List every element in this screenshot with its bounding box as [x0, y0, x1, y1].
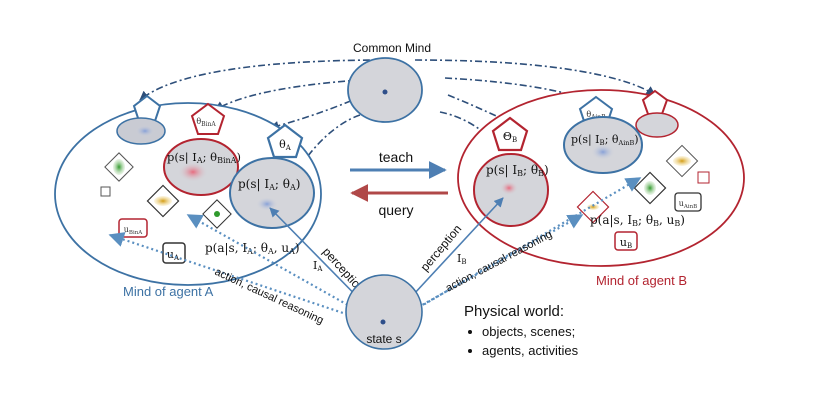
state-dot [380, 319, 386, 325]
p-s-a-text: p(s| IA; θA) [238, 177, 300, 192]
action-line-a-2 [108, 232, 377, 326]
physical-world-item-2: agents, activities [482, 343, 579, 358]
theta-b-label: ΘB [503, 130, 517, 144]
u-ainb-label: uAinB [679, 199, 697, 210]
theta-a-pentagon-icon [266, 123, 304, 159]
mind-a-main-ellipse [229, 157, 315, 229]
small-square-b-icon [697, 171, 710, 184]
mind-of-agent-b: ΘB θAinB p(s| IB; θAinB) p(s| IB; θB) uA… [457, 89, 745, 288]
physical-world-item-1: objects, scenes; [482, 324, 575, 339]
teach-label: teach [379, 149, 413, 165]
mind-a-bina-blob [178, 162, 208, 182]
u-b-label: uB [620, 236, 632, 250]
physical-world-title: Physical world: [464, 303, 564, 320]
i-b-label: IB [457, 252, 467, 266]
mind-b-label: Mind of agent B [596, 273, 687, 288]
link-common-to-b-1 [414, 59, 656, 96]
bullet-1 [468, 330, 472, 334]
physical-world: Physical world: objects, scenes; agents,… [464, 303, 579, 358]
green-dot-a [214, 211, 220, 217]
link-common-to-a-1 [139, 59, 386, 101]
state-node: state s [345, 274, 423, 350]
p-s-ainb-text: p(s| IB; θAinB) [571, 133, 639, 147]
p-a-b-text: p(a|s, IB; θB, uB) [590, 213, 685, 228]
p-s-bina-text: p(s| IA; θBinA) [167, 150, 241, 165]
u-bina-box [118, 218, 148, 238]
u-bina-label: uBinA [124, 225, 143, 236]
mind-b-small-ellipse [635, 112, 679, 138]
small-square-a-icon [100, 186, 111, 197]
link-common-to-b-4 [439, 111, 513, 169]
query-label: query [378, 202, 413, 218]
mind-a-main-blob [256, 197, 278, 211]
green-blob-b [644, 181, 656, 195]
theta-a-label: θA [279, 138, 292, 152]
theta-bina-pentagon-icon [190, 102, 226, 135]
theta-b-pentagon-icon [491, 116, 529, 152]
common-mind-dot [382, 89, 388, 95]
state-ellipse [345, 274, 423, 350]
mind-b-main-blob [500, 181, 518, 195]
theta-bina-label: θBinA [196, 117, 216, 128]
i-a-label: IA [313, 259, 323, 273]
pentagon-a-small-icon [132, 94, 162, 122]
p-s-b-text: p(s| IB; θB) [486, 163, 549, 178]
p-a-a-text: p(a|s, IA; θA, uA) [205, 241, 300, 256]
u-b-box [614, 231, 638, 251]
yellow-blob-a [154, 196, 172, 206]
u-a-box [162, 242, 186, 264]
link-common-to-a-2 [214, 79, 361, 111]
bullet-2 [468, 349, 472, 353]
green-blob-a [113, 159, 125, 175]
mind-b-ainb-blob [591, 144, 615, 160]
common-mind-title: Common Mind [353, 41, 431, 55]
mind-a-label: Mind of agent A [123, 284, 214, 299]
mind-a-small-blob [135, 125, 155, 137]
u-ainb-box [674, 192, 702, 212]
teach-query-arrows: teach query [350, 149, 448, 218]
action-label-a: action, causal reasoning [213, 266, 326, 327]
state-label: state s [366, 332, 401, 346]
action-line-b-1 [391, 214, 584, 323]
yellow-blob-b [673, 156, 691, 166]
